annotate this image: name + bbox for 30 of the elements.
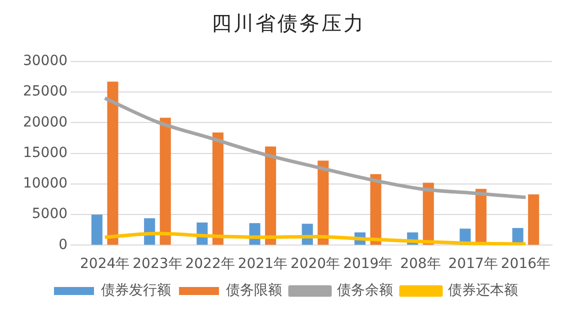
x-tick-label: 2019年 <box>343 256 393 272</box>
chart-title: 四川省债务压力 <box>210 10 366 37</box>
x-tick-label: 2023年 <box>132 256 182 272</box>
y-tick-label: 25000 <box>22 84 68 100</box>
bar <box>318 160 329 245</box>
bar <box>265 146 276 245</box>
y-tick-label: 15000 <box>22 144 68 161</box>
legend-label: 债务限额 <box>226 282 282 299</box>
legend-label: 债券发行额 <box>101 282 171 299</box>
x-tick-label: 2022年 <box>185 256 235 272</box>
y-tick-label: 10000 <box>22 176 68 192</box>
x-tick-label: 2016年 <box>500 256 551 272</box>
legend-label: 债券还本额 <box>448 282 518 299</box>
x-tick-label: 208年 <box>400 256 441 272</box>
bar <box>160 118 171 245</box>
x-tick-label: 2020年 <box>290 256 340 272</box>
x-tick-label: 2017年 <box>448 256 498 272</box>
line-series <box>103 232 528 246</box>
bar <box>212 132 224 245</box>
y-tick-label: 5000 <box>32 206 68 222</box>
x-tick-label: 2021年 <box>238 256 288 272</box>
bar <box>528 194 540 245</box>
y-tick-label: 20000 <box>22 114 68 130</box>
bar <box>91 214 102 245</box>
x-tick-label: 2024年 <box>80 256 130 272</box>
y-tick-label: 0 <box>58 236 68 253</box>
legend-label: 债务余额 <box>337 282 393 299</box>
line-series <box>103 96 528 200</box>
bar <box>107 82 118 245</box>
y-tick-label: 30000 <box>22 53 68 70</box>
